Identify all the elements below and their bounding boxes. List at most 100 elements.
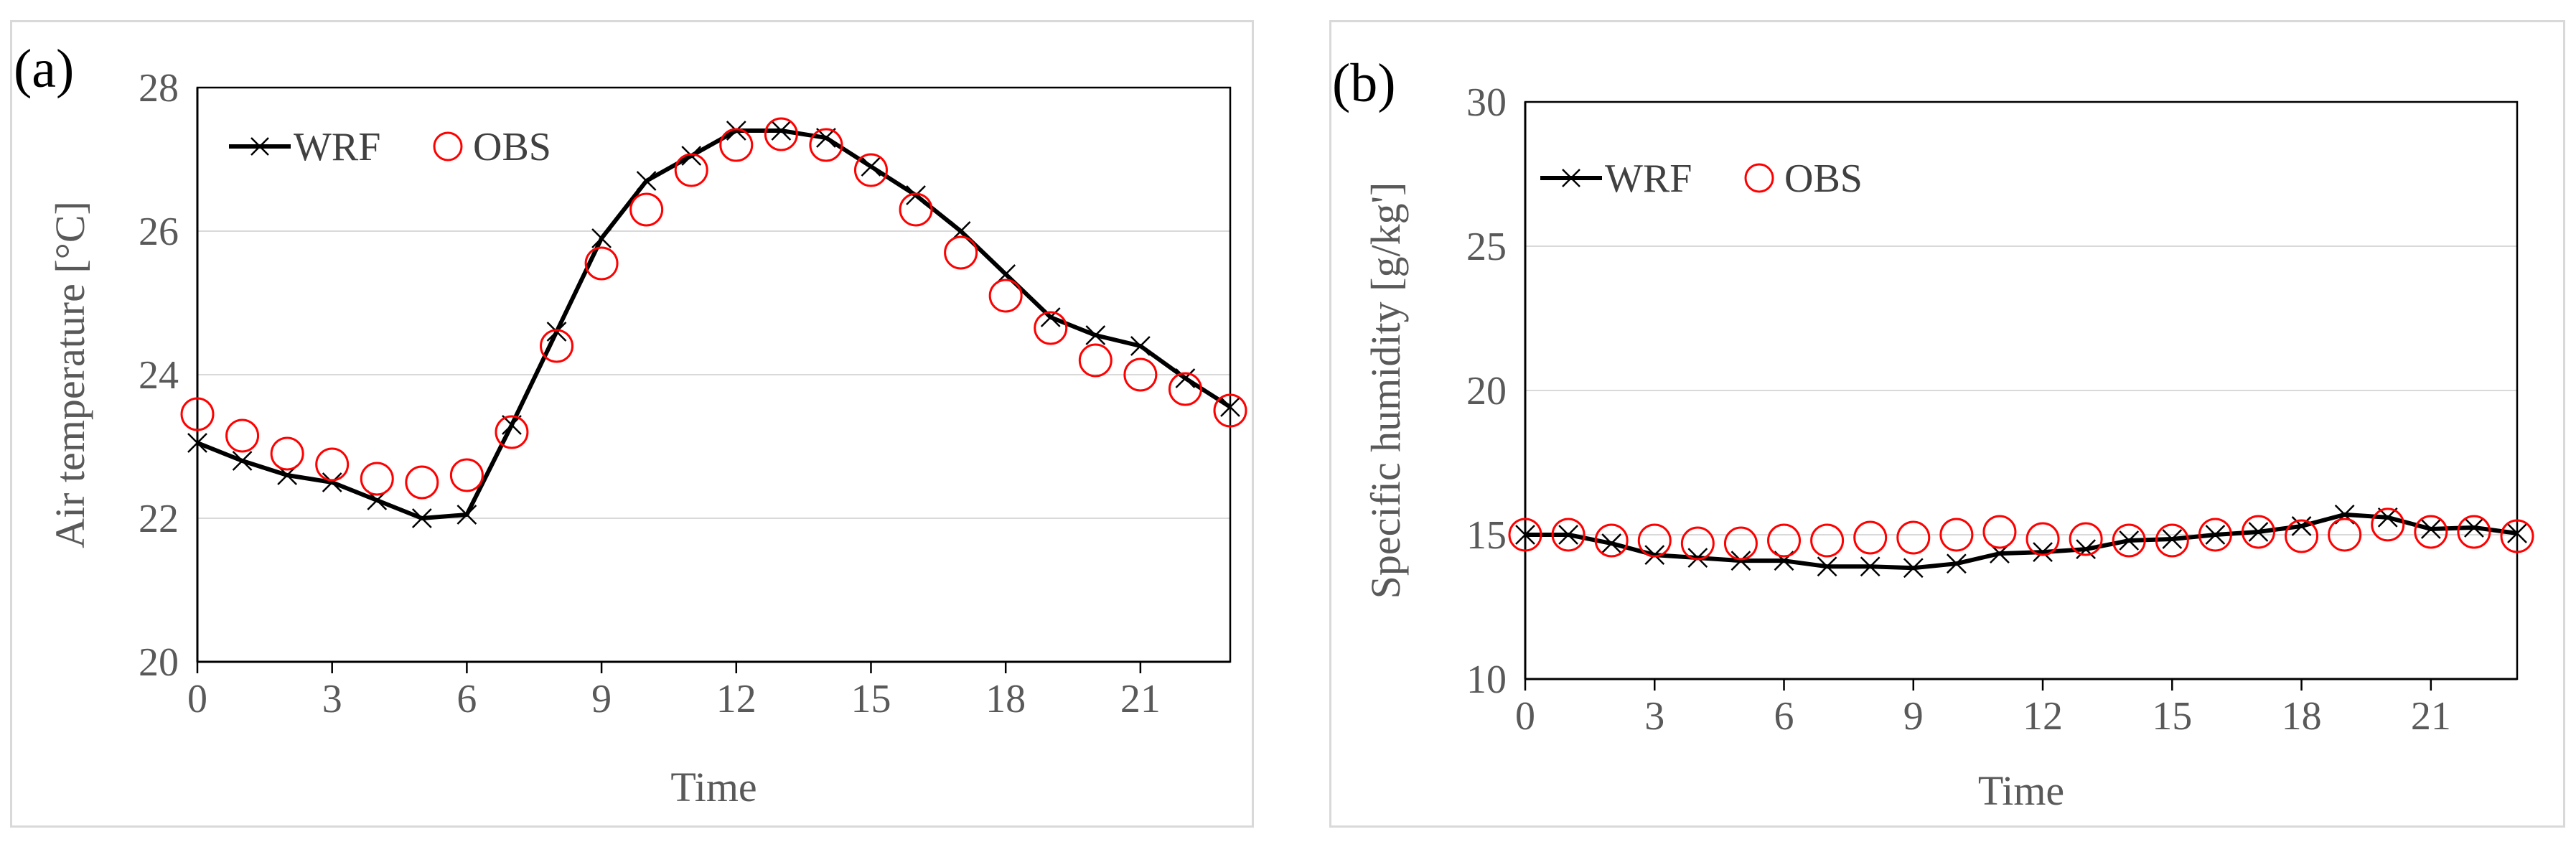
- wrf-point: [456, 505, 477, 525]
- wrf-point: [1601, 533, 1622, 553]
- x-tick-label: 12: [716, 677, 757, 721]
- obs-point: [449, 458, 484, 492]
- x-tick-label: 3: [322, 677, 342, 721]
- y-tick-label: 15: [1466, 513, 1507, 558]
- obs-point: [584, 246, 619, 281]
- obs-point: [853, 153, 888, 187]
- x-tick-label: 9: [1903, 694, 1924, 739]
- obs-point: [2285, 519, 2319, 553]
- wrf-point: [2033, 542, 2053, 563]
- obs-point: [944, 235, 978, 270]
- legend-wrf-label: WRF: [1605, 156, 1692, 201]
- x-tick-label: 3: [1644, 694, 1664, 739]
- obs-point: [1594, 523, 1629, 558]
- y-tick-label: 30: [1466, 80, 1507, 125]
- obs-point: [360, 462, 394, 496]
- y-axis-title: Air temperature [°C]: [47, 201, 93, 548]
- obs-point: [2198, 518, 2232, 552]
- x-tick-label: 15: [851, 677, 891, 721]
- obs-point: [180, 397, 215, 431]
- x-tick-label: 0: [1515, 694, 1535, 739]
- y-tick-label: 24: [139, 353, 179, 398]
- obs-point: [674, 153, 708, 187]
- obs-point: [2155, 523, 2189, 558]
- wrf-point: [1040, 307, 1061, 327]
- obs-point: [1680, 526, 1715, 561]
- wrf-point: [1130, 336, 1151, 356]
- y-tick-label: 20: [139, 640, 179, 685]
- wrf-point: [1085, 325, 1106, 345]
- wrf-point: [232, 451, 253, 471]
- obs-point: [2025, 522, 2060, 556]
- y-tick-label: 28: [139, 66, 179, 111]
- wrf-point: [771, 121, 792, 141]
- wrf-point: [2162, 529, 2183, 549]
- obs-point: [225, 418, 260, 453]
- y-tick-label: 22: [139, 497, 179, 541]
- chart-b-svg: (b) 10 15 20 25 30 0 3 6 9 12 15 18 21 Time Specific hu…: [1332, 53, 2534, 814]
- wrf-point: [2507, 523, 2527, 543]
- wrf-point: [861, 156, 881, 177]
- obs-point: [764, 117, 798, 151]
- x-axis-title: Time: [1978, 767, 2064, 814]
- wrf-series-line: [196, 128, 1232, 520]
- y-axis-title: Specific humidity [g/kg']: [1362, 182, 1409, 599]
- legend-obs-marker: [433, 131, 463, 162]
- legend-wrf-label: WRF: [294, 125, 380, 169]
- chart-a-svg: (a) 20 22 24 26 28 0 3 6 9 12 15 18 21 Time Air tempera…: [14, 39, 1247, 810]
- obs-point: [899, 192, 933, 227]
- y-tick-label: 20: [1466, 369, 1507, 413]
- wrf-point: [546, 322, 567, 342]
- obs-point: [2371, 507, 2405, 542]
- x-tick-label: 12: [2023, 694, 2063, 739]
- wrf-point: [1946, 553, 1967, 574]
- wrf-point: [2464, 518, 2484, 538]
- obs-point: [1034, 311, 1068, 345]
- x-tick-label: 15: [2152, 694, 2192, 739]
- wrf-point: [1558, 525, 1578, 545]
- obs-point: [1853, 520, 1888, 555]
- wrf-point: [2291, 516, 2312, 536]
- x-tick-label: 6: [456, 677, 477, 721]
- wrf-point: [1515, 525, 1535, 545]
- legend-obs-marker: [1744, 163, 1774, 193]
- wrf-point: [2205, 525, 2226, 545]
- legend-wrf-marker: [250, 137, 269, 156]
- wrf-point: [1687, 548, 1708, 568]
- legend-wrf-marker: [1562, 169, 1580, 187]
- x-axis-title: Time: [670, 764, 757, 810]
- wrf-point: [2119, 530, 2140, 551]
- x-tick-label: 6: [1774, 694, 1794, 739]
- wrf-series-line: [1525, 512, 2518, 571]
- obs-point: [1982, 515, 2017, 549]
- wrf-point: [1730, 551, 1751, 571]
- obs-point: [1078, 343, 1113, 378]
- obs-point: [1551, 518, 1586, 552]
- obs-point: [2241, 515, 2275, 549]
- obs-point: [405, 465, 439, 500]
- chart-panel-b: (b) 10 15 20 25 30 0 3 6 9 12 15 18 21 Time Specific hu…: [1329, 20, 2565, 828]
- x-tick-label: 9: [591, 677, 612, 721]
- wrf-point: [1903, 558, 1924, 579]
- obs-point: [2457, 515, 2491, 549]
- wrf-point: [636, 171, 657, 191]
- obs-point: [2069, 522, 2103, 556]
- wrf-point: [411, 508, 432, 528]
- obs-point: [1939, 518, 1974, 552]
- wrf-point: [591, 228, 612, 248]
- obs-point: [1508, 518, 1542, 552]
- wrf-point: [681, 146, 702, 166]
- y-tick-label: 25: [1466, 225, 1507, 269]
- legend-obs-label: OBS: [1784, 156, 1863, 201]
- chart-panel-a: (a) 20 22 24 26 28 0 3 6 9 12 15 18 21 Time Air tempera…: [10, 20, 1254, 828]
- obs-point: [2328, 518, 2362, 552]
- obs-point: [1123, 357, 1158, 392]
- x-tick-label: 18: [2282, 694, 2322, 739]
- legend-obs-label: OBS: [473, 125, 551, 169]
- obs-point: [2500, 519, 2534, 553]
- x-tick-label: 21: [1120, 677, 1161, 721]
- x-tick-label: 0: [187, 677, 207, 721]
- wrf-point: [1175, 368, 1196, 388]
- obs-point: [495, 415, 529, 449]
- obs-point: [1767, 523, 1802, 558]
